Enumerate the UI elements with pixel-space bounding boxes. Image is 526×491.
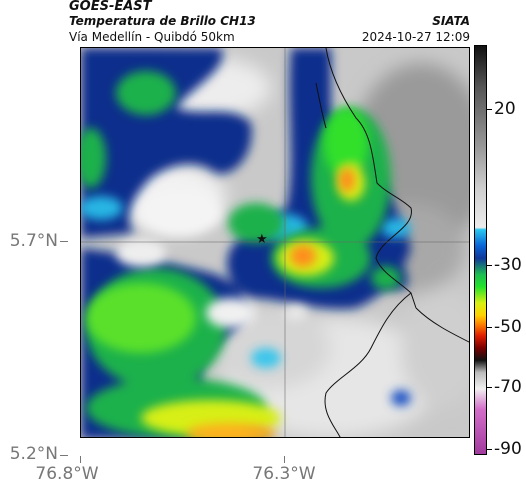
satellite-name: GOES-EAST <box>69 0 152 14</box>
star-icon: ★ <box>256 232 268 247</box>
colorbar-label: -90 <box>494 439 522 459</box>
lon-label: 76.3°W <box>252 464 316 484</box>
colorbar-label: -30 <box>494 255 522 275</box>
lon-label: 76.8°W <box>35 464 99 484</box>
colorbar-tick <box>487 327 492 328</box>
lon-tick <box>80 456 81 463</box>
map-subtitle: Vía Medellín - Quibdó 50km <box>69 30 235 44</box>
product-title: Temperatura de Brillo CH13 <box>69 14 256 28</box>
brightness-temperature-field <box>81 48 469 437</box>
organization-name: SIATA <box>432 14 470 28</box>
colorbar-label: -50 <box>494 317 522 337</box>
satellite-map[interactable]: ★ <box>80 47 470 438</box>
lat-label: 5.2°N <box>9 444 58 464</box>
lat-label: 5.7°N <box>9 231 58 251</box>
lon-tick <box>284 456 285 463</box>
lat-tick <box>60 455 68 456</box>
colorbar-tick <box>487 449 492 450</box>
colorbar-tick <box>487 109 492 110</box>
colorbar-tick <box>487 265 492 266</box>
lat-tick <box>60 241 68 242</box>
colorbar-label: -70 <box>494 377 522 397</box>
colorbar-tick <box>487 387 492 388</box>
temperature-colorbar <box>474 45 487 455</box>
image-datetime: 2024-10-27 12:09 <box>361 30 470 44</box>
colorbar-label: 20 <box>494 99 516 119</box>
